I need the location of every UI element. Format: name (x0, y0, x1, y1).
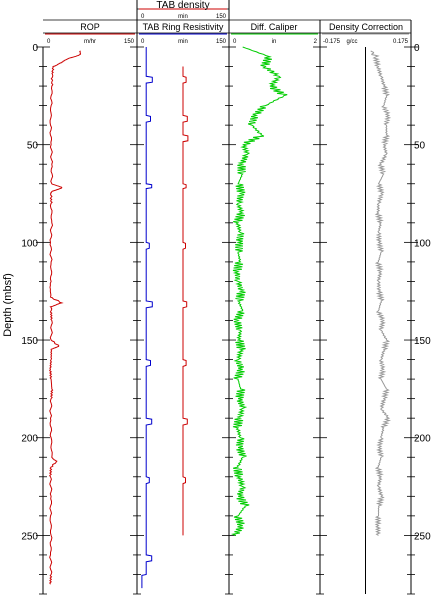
track-frames (42, 0, 412, 594)
depth-tick-label-left-100: 100 (21, 238, 38, 249)
depth-axis-title: Depth (mbsf) (2, 273, 14, 337)
tab-density-curve (182, 66, 189, 536)
tabdensity-min-label: 0 (141, 14, 145, 20)
density-correction-unit-label: g/cc (346, 39, 357, 45)
resistivity-max-label: 150 (216, 39, 227, 45)
caliper-max-label: 2 (314, 39, 318, 45)
depth-tick-label-left-50: 50 (27, 141, 39, 152)
depth-tick-label-right-250: 250 (414, 531, 431, 542)
log-curves (49, 46, 392, 589)
resistivity-min-label: 0 (141, 39, 145, 45)
depth-tick-label-right-150: 150 (414, 336, 431, 347)
tab-ring-resistivity-curve (141, 47, 153, 589)
depth-tick-label-right-50: 50 (414, 141, 426, 152)
density-correction-min-label: -0.175 (323, 39, 341, 45)
track-title-tab-ring-resistivity: TAB Ring Resistivity (143, 22, 224, 32)
tick-marks (36, 46, 418, 595)
depth-tick-label-left-150: 150 (21, 336, 38, 347)
tabdensity-max-label: 150 (216, 14, 227, 20)
rop-curve (49, 50, 82, 585)
rop-min-label: 0 (47, 39, 51, 45)
resistivity-unit-label: min (178, 39, 188, 45)
track-title-tab-density: TAB density (156, 0, 209, 11)
tabdensity-unit-label: min (178, 14, 188, 20)
diff-caliper-curve (230, 46, 288, 536)
depth-tick-label-left-250: 250 (21, 531, 38, 542)
caliper-unit-label: in (272, 39, 277, 45)
density-correction-max-label: 0.175 (393, 39, 409, 45)
depth-tick-label-right-100: 100 (414, 238, 431, 249)
depth-tick-label-right-200: 200 (414, 434, 431, 445)
depth-tick-label-right-0: 0 (414, 43, 420, 54)
depth-tick-label-left-200: 200 (21, 434, 38, 445)
rop-unit-label: m/hr (84, 39, 96, 45)
caliper-min-label: 0 (233, 39, 237, 45)
density-correction-curve (370, 50, 392, 536)
depth-tick-label-left-0: 0 (32, 43, 38, 54)
track-title-density-correction: Density Correction (329, 22, 403, 32)
track-title-diff-caliper: Diff. Caliper (251, 22, 298, 32)
track-title-rop: ROP (80, 22, 100, 32)
rop-max-label: 150 (124, 39, 135, 45)
